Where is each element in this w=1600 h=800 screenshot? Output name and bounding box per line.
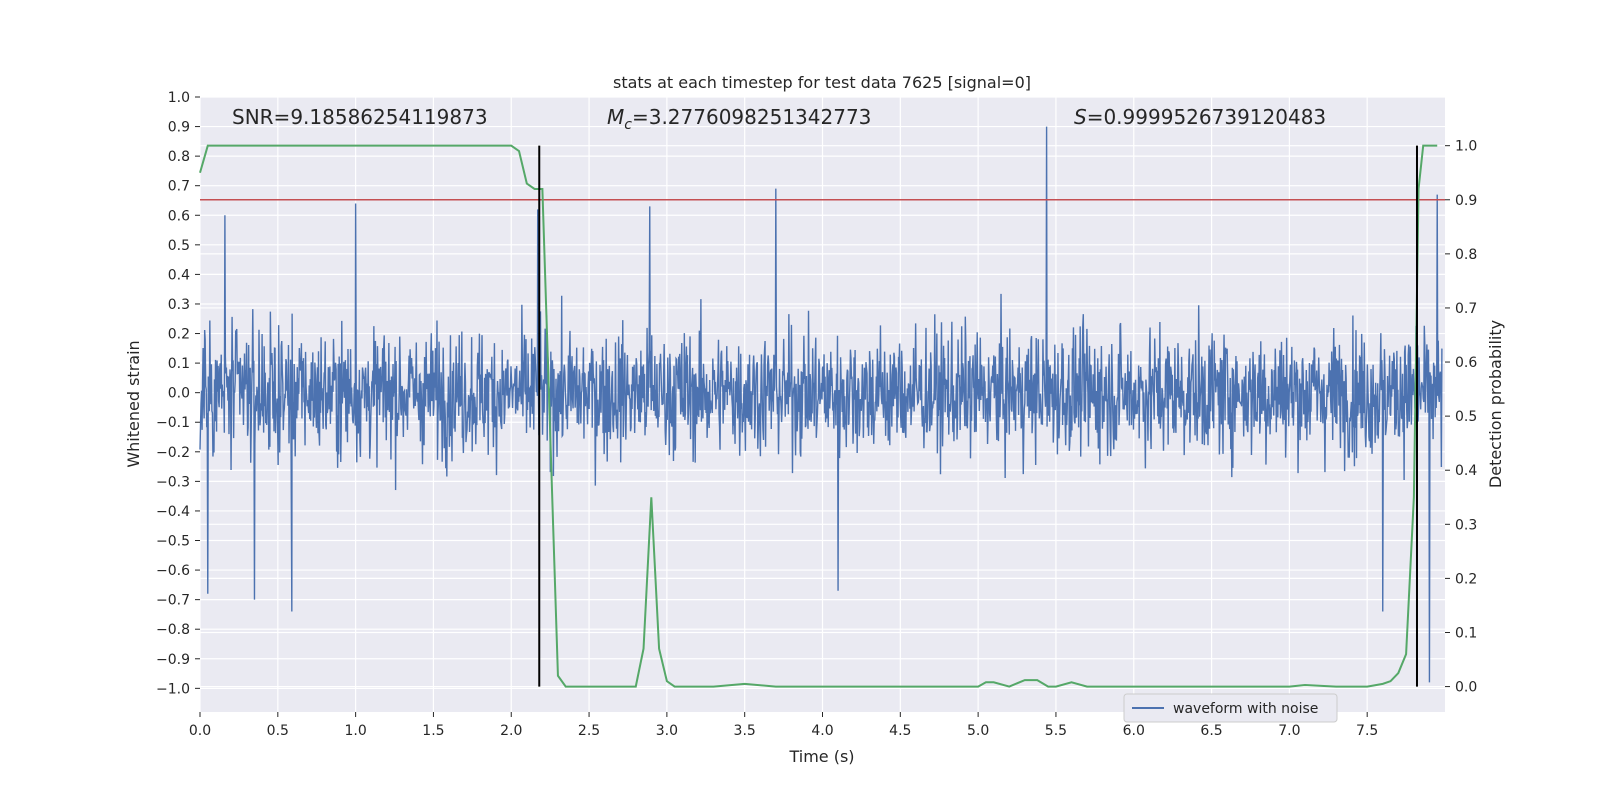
y-tick-label-right: 0.9 (1455, 193, 1477, 209)
x-tick-label: 4.5 (889, 723, 911, 739)
x-tick-label: 0.0 (189, 723, 211, 739)
chirp-mass-value: =3.2776098251342773 (632, 105, 871, 129)
chart-title: stats at each timestep for test data 762… (613, 73, 1031, 92)
x-tick-label: 3.5 (734, 723, 756, 739)
x-tick-label: 5.0 (967, 723, 989, 739)
y-tick-label-left: −0.7 (156, 593, 190, 609)
snr-value: 9.18586254119873 (290, 105, 487, 129)
waveform-series (199, 126, 1443, 683)
x-tick-label: 7.5 (1356, 723, 1378, 739)
y-tick-label-left: −0.3 (156, 474, 190, 490)
chirp-mass-symbol: M (607, 105, 624, 129)
y-tick-label-left: −0.4 (156, 504, 190, 520)
x-tick-label: 3.0 (656, 723, 678, 739)
x-tick-label: 0.5 (267, 723, 289, 739)
x-tick-label: 5.5 (1045, 723, 1067, 739)
y-tick-label-left: 0.3 (168, 297, 190, 313)
detection-probability-series (199, 144, 1438, 688)
x-tick-label: 2.0 (500, 723, 522, 739)
y-tick-label-left: 0.8 (168, 149, 190, 165)
y-tick-label-left: −0.9 (156, 652, 190, 668)
snr-prefix: SNR= (232, 105, 290, 129)
y-tick-label-right: 0.5 (1455, 409, 1477, 425)
x-tick-label: 2.5 (578, 723, 600, 739)
y-tick-label-right: 0.3 (1455, 517, 1477, 533)
chirp-mass-annotation: Mc=3.2776098251342773 (607, 105, 871, 133)
vertical-markers (538, 145, 1418, 687)
x-tick-label: 1.5 (422, 723, 444, 739)
y-axis-label-right: Detection probability (1486, 320, 1505, 488)
y-tick-label-right: 0.6 (1455, 355, 1477, 371)
x-tick-label: 6.0 (1123, 723, 1145, 739)
y-tick-label-left: 0.7 (168, 179, 190, 195)
y-ticks-right: 1.0 0.9 0.8 0.7 0.6 0.5 0.4 0.3 0.2 0.1 0.0 (1445, 139, 1477, 696)
x-tick-label: 1.0 (344, 723, 366, 739)
probability-line (199, 144, 1438, 688)
y-tick-label-left: −0.1 (156, 415, 190, 431)
y-tick-label-left: 0.0 (168, 386, 190, 402)
s-value: =0.9999526739120483 (1087, 105, 1326, 129)
y-tick-label-left: 0.1 (168, 356, 190, 372)
y-tick-label-right: 0.7 (1455, 301, 1477, 317)
x-tick-label: 6.5 (1200, 723, 1222, 739)
x-tick-label: 7.0 (1278, 723, 1300, 739)
y-tick-label-left: 0.9 (168, 120, 190, 136)
x-axis-label: Time (s) (788, 747, 854, 766)
y-tick-label-right: 0.4 (1455, 463, 1477, 479)
y-tick-label-left: −0.5 (156, 534, 190, 550)
y-tick-label-left: 0.5 (168, 238, 190, 254)
y-tick-label-left: 1.0 (168, 90, 190, 106)
y-tick-label-left: 0.4 (168, 267, 190, 283)
y-tick-label-right: 0.2 (1455, 571, 1477, 587)
y-axis-label-left: Whitened strain (124, 340, 143, 467)
snr-annotation: SNR=9.18586254119873 (232, 105, 488, 129)
y-tick-label-left: −0.2 (156, 445, 190, 461)
legend: waveform with noise (1123, 693, 1338, 723)
y-tick-label-right: 0.8 (1455, 247, 1477, 263)
y-tick-label-right: 0.0 (1455, 680, 1477, 696)
y-ticks-left: 1.0 0.9 0.8 0.7 0.6 0.5 0.4 0.3 0.2 0.1 0.0 −0.1 −0.… (156, 90, 200, 697)
y-tick-label-left: −0.6 (156, 563, 190, 579)
y-tick-label-left: 0.2 (168, 327, 190, 343)
s-annotation: S=0.9999526739120483 (1074, 105, 1326, 129)
x-tick-label: 4.0 (811, 723, 833, 739)
waveform-line (199, 126, 1443, 683)
y-tick-label-left: −0.8 (156, 622, 190, 638)
legend-box (1123, 693, 1338, 723)
y-tick-label-left: 0.6 (168, 208, 190, 224)
y-tick-label-left: −1.0 (156, 681, 190, 697)
s-symbol: S (1074, 105, 1087, 129)
legend-label: waveform with noise (1173, 701, 1318, 717)
y-tick-label-right: 0.1 (1455, 625, 1477, 641)
y-tick-label-right: 1.0 (1455, 139, 1477, 155)
chirp-mass-subscript: c (624, 117, 632, 133)
